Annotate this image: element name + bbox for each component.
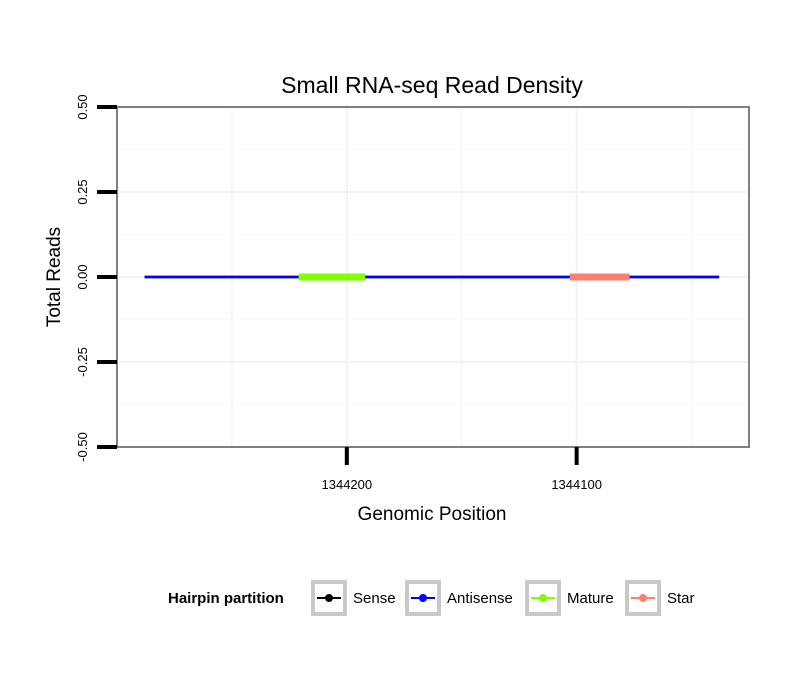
legend-key-point-star	[639, 594, 647, 602]
legend-items: Sense Antisense Mature Star	[311, 580, 695, 616]
legend-label-star: Star	[667, 590, 695, 607]
legend-key-point-mature	[539, 594, 547, 602]
y-axis-title: Total Reads	[44, 227, 65, 327]
x-tick-label: 1344100	[551, 477, 602, 492]
legend-label-antisense: Antisense	[447, 590, 513, 607]
y-tick-label: -0.50	[75, 432, 90, 462]
x-tick-label: 1344200	[322, 477, 373, 492]
y-tick-label: 0.25	[75, 179, 90, 204]
legend-label-sense: Sense	[353, 590, 396, 607]
y-tick-label: 0.00	[75, 264, 90, 289]
x-axis-title: Genomic Position	[358, 504, 507, 525]
legend-label-mature: Mature	[567, 590, 614, 607]
legend-key-point-antisense	[419, 594, 427, 602]
legend-title: Hairpin partition	[168, 590, 284, 607]
chart-title: Small RNA-seq Read Density	[281, 72, 583, 98]
legend: Hairpin partition Sense Antisense Mature St…	[168, 580, 695, 616]
y-tick-label: -0.25	[75, 347, 90, 377]
legend-key-point-sense	[325, 594, 333, 602]
y-axis: -0.50 -0.25 0.00 0.25 0.50	[75, 94, 117, 462]
x-axis: 1344200 1344100	[322, 447, 602, 492]
y-tick-label: 0.50	[75, 94, 90, 119]
